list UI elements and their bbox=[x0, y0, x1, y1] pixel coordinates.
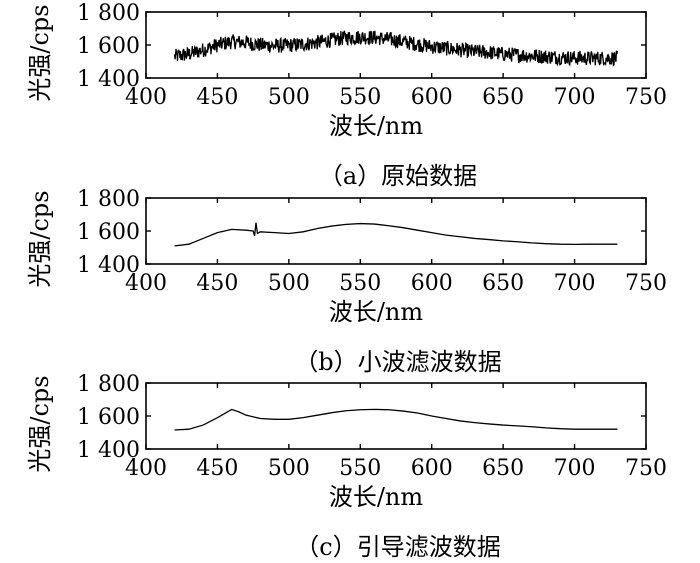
x-axis-label: 波长/nm bbox=[329, 483, 424, 511]
x-tick-label: 500 bbox=[268, 271, 310, 296]
x-tick-label: 450 bbox=[196, 85, 238, 110]
y-tick-label: 1 800 bbox=[77, 372, 140, 397]
series-line bbox=[174, 408, 618, 431]
x-tick-label: 550 bbox=[339, 456, 381, 481]
x-tick-label: 750 bbox=[625, 271, 667, 296]
y-tick-label: 1 600 bbox=[77, 220, 140, 245]
y-axis-label: 光强/cps bbox=[26, 190, 54, 287]
panel-caption: （a）原始数据 bbox=[319, 162, 477, 190]
y-axis-label: 光强/cps bbox=[26, 375, 54, 472]
x-tick-label: 500 bbox=[268, 85, 310, 110]
x-tick-label: 700 bbox=[554, 456, 596, 481]
panel-a: 400 450 500 550 600 650 700 750 1 400 1 600 1 800 波… bbox=[26, 1, 667, 190]
x-tick-label: 600 bbox=[411, 456, 453, 481]
x-tick-label: 700 bbox=[554, 271, 596, 296]
y-tick-label: 1 400 bbox=[77, 438, 140, 463]
x-tick-label: 650 bbox=[482, 271, 524, 296]
y-tick-label: 1 400 bbox=[77, 67, 140, 92]
y-axis-label: 光强/cps bbox=[26, 4, 54, 101]
series-line bbox=[174, 222, 618, 247]
y-tick-label: 1 400 bbox=[77, 253, 140, 278]
y-tick-label: 1 600 bbox=[77, 405, 140, 430]
x-tick-label: 550 bbox=[339, 85, 381, 110]
y-tick-label: 1 800 bbox=[77, 187, 140, 212]
panel-caption: （c）引导滤波数据 bbox=[295, 533, 500, 561]
y-tick-label: 1 600 bbox=[77, 34, 140, 59]
panel-c: 400 450 500 550 600 650 700 750 1 400 1 600 1 800 波… bbox=[26, 372, 667, 561]
x-tick-label: 750 bbox=[625, 85, 667, 110]
x-tick-label: 600 bbox=[411, 271, 453, 296]
x-tick-label: 650 bbox=[482, 85, 524, 110]
x-tick-label: 400 bbox=[125, 271, 167, 296]
x-axis-label: 波长/nm bbox=[329, 298, 424, 326]
y-tick-label: 1 800 bbox=[77, 1, 140, 26]
x-tick-label: 450 bbox=[196, 456, 238, 481]
x-tick-label: 700 bbox=[554, 85, 596, 110]
series-line bbox=[173, 30, 619, 67]
panel-caption: （b）小波滤波数据 bbox=[294, 348, 501, 376]
panel-b: 400 450 500 550 600 650 700 750 1 400 1 600 1 800 波… bbox=[26, 187, 667, 376]
x-tick-label: 400 bbox=[125, 85, 167, 110]
x-tick-label: 450 bbox=[196, 271, 238, 296]
x-tick-label: 750 bbox=[625, 456, 667, 481]
x-tick-label: 400 bbox=[125, 456, 167, 481]
plot-frame bbox=[145, 197, 647, 265]
x-tick-label: 600 bbox=[411, 85, 453, 110]
x-tick-label: 550 bbox=[339, 271, 381, 296]
x-tick-label: 650 bbox=[482, 456, 524, 481]
x-axis-label: 波长/nm bbox=[329, 112, 424, 140]
x-tick-label: 500 bbox=[268, 456, 310, 481]
